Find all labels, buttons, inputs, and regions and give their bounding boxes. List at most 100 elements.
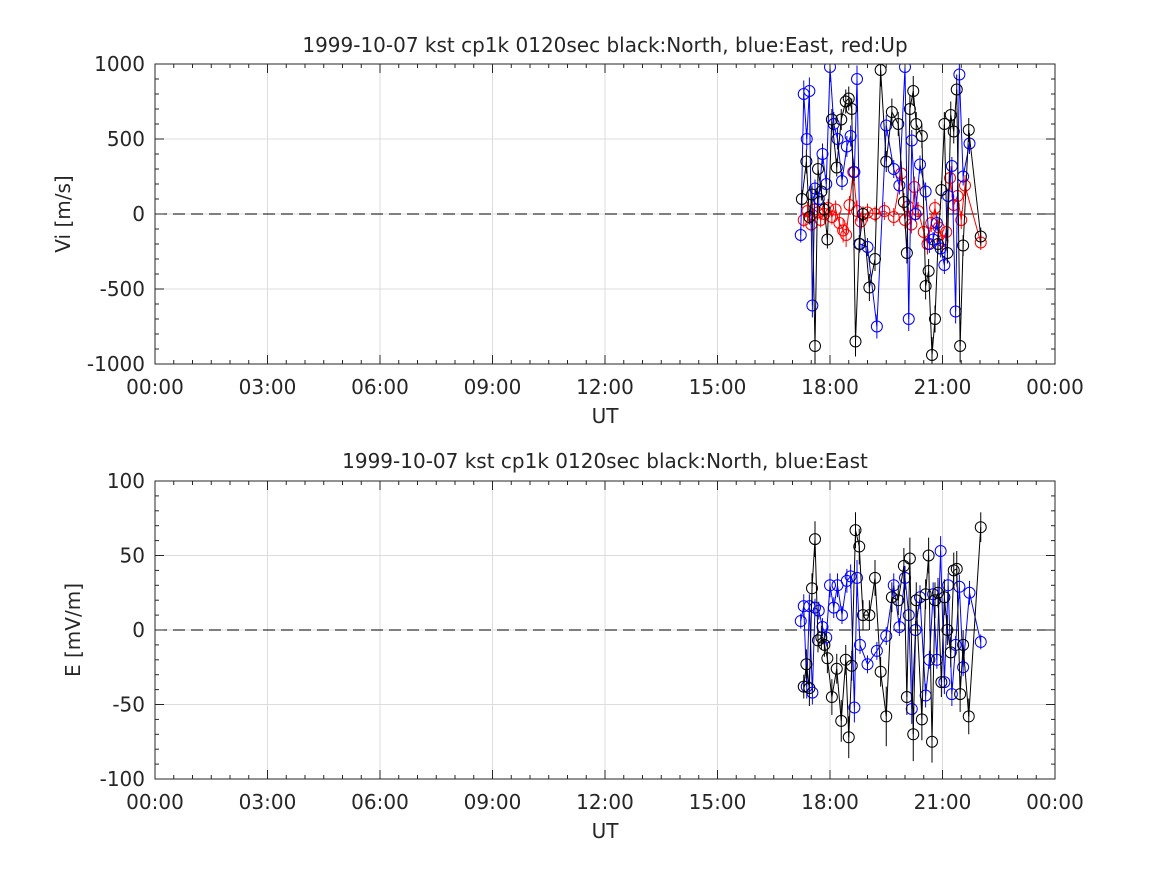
efield-data-point (880, 710, 893, 723)
efield-data-point (915, 713, 928, 726)
efield-data-point (870, 644, 883, 657)
efield-y-tick-label: -100 (100, 767, 145, 791)
velocity-data-point (900, 247, 913, 259)
efield-x-tick-label: 18:00 (801, 790, 859, 814)
efield-data-point (880, 629, 893, 642)
velocity-data-point (905, 134, 918, 147)
efield-data-point (910, 594, 923, 607)
velocity-data-point (935, 184, 948, 196)
efield-data-point (853, 540, 866, 553)
velocity-data-point (880, 155, 893, 168)
efield-data-point (835, 714, 848, 727)
velocity-data-point (830, 161, 843, 174)
efield-data-point (825, 691, 838, 704)
efield-data-point (962, 710, 975, 723)
velocity-data-point (849, 335, 862, 348)
velocity-data-point (869, 253, 881, 265)
velocity-data-point (825, 113, 838, 126)
velocity-data-point (803, 85, 816, 97)
efield-chart-title: 1999-10-07 kst cp1k 0120sec black:North,… (342, 449, 868, 473)
efield-data-point (809, 601, 821, 614)
velocity-chart-title: 1999-10-07 kst cp1k 0120sec black:North,… (302, 33, 907, 57)
efield-data-point (929, 594, 941, 607)
velocity-data-point (899, 64, 911, 73)
velocity-data-point (932, 238, 944, 250)
efield-data-point (812, 604, 825, 617)
efield-ticks: 00:00 03:00 06:00 09:00 12:00 15:00 18:00 21:00… (100, 469, 1084, 814)
velocity-y-axis-label: Vi [m/s] (51, 175, 75, 252)
velocity-series-0 (795, 64, 987, 364)
velocity-data-point (821, 233, 834, 246)
velocity-data-point (919, 185, 932, 198)
velocity-y-tick-label: 0 (132, 202, 145, 226)
velocity-data-point (907, 85, 920, 97)
efield-data-point (922, 549, 935, 562)
velocity-data-point (938, 118, 951, 130)
velocity-data-point (915, 130, 928, 142)
velocity-series (794, 64, 987, 364)
velocity-data-point (903, 103, 916, 115)
velocity-data-point (815, 185, 828, 198)
velocity-data-point (922, 265, 935, 277)
velocity-y-tick-label: -500 (100, 277, 145, 301)
efield-data-point (957, 661, 970, 674)
velocity-data-point (816, 148, 829, 160)
efield-y-axis-label: E [mV/m] (61, 583, 85, 677)
velocity-data-point (869, 208, 881, 220)
velocity-x-tick-label: 03:00 (239, 375, 297, 399)
efield-data-point (905, 702, 918, 715)
velocity-data-point (836, 175, 848, 187)
efield-data-point (932, 586, 944, 599)
velocity-y-tick-label: 1000 (94, 52, 145, 76)
efield-data-point (848, 701, 861, 714)
velocity-data-point (905, 218, 918, 231)
velocity-x-axis-label: UT (592, 404, 620, 428)
efield-y-tick-label: -50 (112, 693, 145, 717)
velocity-data-point (806, 299, 819, 312)
velocity-data-point (845, 103, 858, 115)
velocity-data-point (953, 68, 966, 81)
velocity-data-point (851, 73, 863, 85)
velocity-data-point (930, 217, 943, 229)
efield-data-point (851, 571, 863, 584)
efield-data-point (892, 594, 905, 607)
efield-data-point (957, 638, 970, 651)
efield-data-point (974, 635, 987, 648)
velocity-data-point (923, 238, 936, 250)
efield-data-point (938, 676, 951, 689)
efield-x-axis-label: UT (592, 819, 620, 843)
velocity-data-point (878, 205, 891, 217)
velocity-data-point (892, 118, 905, 130)
efield-data-point (821, 652, 834, 665)
efield-data-point (887, 579, 900, 592)
velocity-data-point (800, 155, 813, 168)
efield-x-tick-label: 00:00 (126, 790, 184, 814)
efield-data-point (806, 582, 818, 595)
efield-data-point (885, 591, 898, 604)
velocity-data-point (818, 203, 831, 216)
velocity-data-point (887, 211, 900, 223)
efield-panel: 1999-10-07 kst cp1k 0120sec black:North,… (61, 449, 1084, 843)
efield-y-tick-label: 50 (120, 544, 145, 568)
velocity-y-tick-label: 500 (107, 127, 145, 151)
velocity-data-point (954, 340, 967, 352)
velocity-data-point (947, 125, 960, 138)
efield-data-point (800, 658, 813, 671)
velocity-series-line (800, 66, 970, 327)
efield-data-point (836, 609, 848, 622)
efield-x-tick-label: 12:00 (576, 790, 634, 814)
velocity-data-point (959, 179, 971, 192)
efield-data-point (919, 588, 932, 601)
efield-data-point (830, 662, 843, 675)
efield-data-point (869, 571, 881, 584)
velocity-data-point (893, 179, 906, 192)
velocity-data-point (955, 214, 968, 226)
efield-data-point (874, 665, 887, 678)
velocity-data-point (848, 166, 861, 178)
efield-data-point (844, 570, 857, 583)
efield-data-point (900, 691, 913, 704)
velocity-x-tick-label: 12:00 (576, 375, 634, 399)
velocity-y-tick-label: -1000 (87, 352, 145, 376)
velocity-data-point (840, 229, 853, 241)
